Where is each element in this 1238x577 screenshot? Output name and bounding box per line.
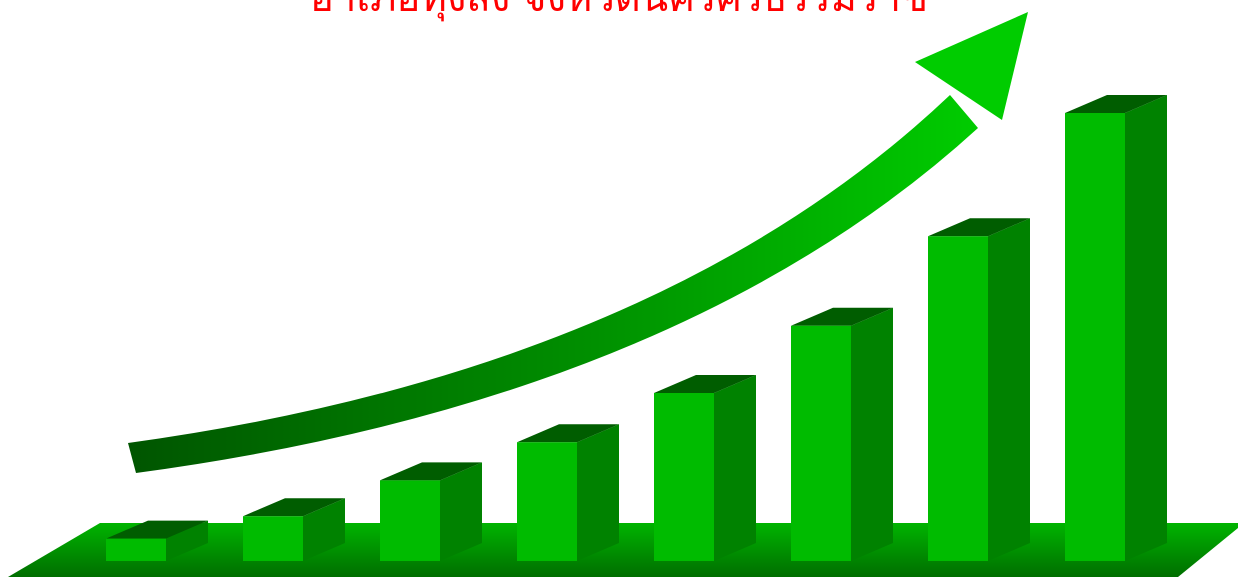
bar-front — [106, 538, 166, 561]
bar-front — [791, 325, 851, 561]
bar-6 — [791, 307, 893, 561]
chart-title: อำเภอทุ่งสง จังหวัดนครศรีธรรมราช — [0, 0, 1238, 26]
bar-front — [517, 442, 577, 561]
bar-side — [166, 520, 208, 561]
bar-top — [1065, 95, 1167, 113]
bar-5 — [654, 375, 756, 561]
bar-front — [243, 516, 303, 561]
bar-top — [243, 498, 345, 517]
bar-group — [106, 95, 1167, 561]
bar-2 — [243, 498, 345, 561]
bar-side — [714, 375, 756, 561]
bar-side — [851, 307, 893, 561]
bar-top — [380, 462, 482, 481]
bar-1 — [106, 520, 208, 561]
rising-arrow-head — [915, 12, 1028, 120]
bar-side — [303, 498, 345, 561]
bar-front — [928, 236, 988, 561]
bar-side — [988, 218, 1030, 561]
bar-front — [380, 480, 440, 561]
bar-front — [654, 393, 714, 561]
rising-arrow-shaft — [128, 95, 978, 473]
rising-arrow — [128, 12, 1028, 473]
bar-top — [654, 375, 756, 393]
bar-top — [517, 424, 619, 443]
bar-4 — [517, 424, 619, 561]
bar-front — [1065, 113, 1125, 561]
bar-side — [577, 424, 619, 561]
bar-side — [440, 462, 482, 561]
bar-side — [1125, 95, 1167, 561]
bar-top — [928, 218, 1030, 237]
bar-3 — [380, 462, 482, 561]
bar-7 — [928, 218, 1030, 561]
bar-top — [106, 520, 208, 539]
bar-8 — [1065, 95, 1167, 561]
bar-top — [791, 307, 893, 326]
